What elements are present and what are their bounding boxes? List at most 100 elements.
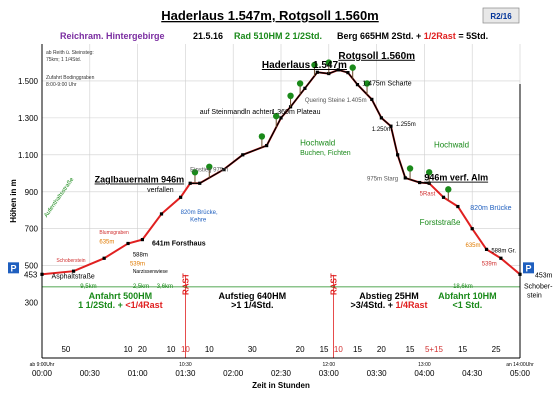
tree-crown	[425, 169, 433, 176]
note-line-3: Zufahrt Bodinggraben	[46, 75, 95, 81]
profile-point	[159, 212, 164, 216]
annotation-label: Forststraße	[420, 218, 461, 227]
y-tick-label: 500	[25, 262, 39, 271]
badge: R2/16	[490, 12, 512, 21]
tree-icon	[406, 165, 414, 180]
rast-label: RAST	[330, 273, 339, 295]
tree-icon	[325, 59, 332, 74]
tree-icon	[296, 80, 304, 95]
annotation-label: Zaglbauernalm 946m	[95, 175, 185, 185]
annotation-label: Einstieg 975m	[190, 167, 228, 173]
segment-minutes: 15	[320, 345, 329, 354]
annotation-label: 1.475m Scharte	[362, 81, 412, 88]
summary-rast-part: <1/4Rast	[125, 300, 162, 310]
profile-layer	[40, 59, 522, 359]
segment-minutes: 25	[492, 345, 501, 354]
summary-time: >1 1/4Std.	[231, 300, 273, 310]
summary-time: <1 Std.	[453, 300, 483, 310]
time-stamp: 13:00	[418, 362, 431, 368]
profile-area	[42, 69, 520, 359]
tree-crown	[406, 165, 414, 172]
annotation-label: 1.360m Plateau	[271, 109, 320, 116]
annotation-label: Hochwald	[300, 139, 335, 148]
total-label: = 5Std.	[456, 31, 488, 41]
profile-point	[71, 269, 76, 273]
annotation-label: 539m	[130, 262, 145, 268]
annotation-label: 635m	[99, 239, 114, 245]
svg-text:Berg 665HM 2Std. + 1/2Rast =: Berg 665HM 2Std. + 1/2Rast = 5Std.	[337, 31, 488, 41]
tree-crown	[349, 64, 356, 71]
right-place: Schober-	[524, 283, 553, 290]
x-tick-label: 02:30	[271, 369, 292, 378]
annotation-label: Blumsgraben	[99, 230, 129, 236]
parking-letter-right: P	[525, 263, 531, 273]
summary-time-part: >3/4Std. +	[350, 300, 395, 310]
profile-point	[418, 180, 422, 185]
x-tick-label: 05:00	[510, 369, 531, 378]
annotation-label: verfallen	[147, 187, 174, 194]
annotation-label: Rotgsoll 1.560m	[338, 51, 415, 62]
profile-point	[396, 153, 400, 157]
profile-point	[355, 83, 360, 87]
x-tick-label: 02:00	[223, 369, 244, 378]
note-line-1: ab Reith ü. Steinsteg:	[46, 50, 94, 56]
profile-point	[265, 143, 269, 148]
tree-icon	[258, 133, 266, 148]
summary-title: Aufstieg 640HM	[219, 291, 287, 301]
annotation-label: Hochwald	[434, 140, 469, 149]
profile-point	[484, 247, 489, 251]
rast-label: 1/2Rast	[424, 31, 456, 41]
x-tick-label: 00:00	[32, 369, 53, 378]
annotation-label: 539m	[482, 262, 497, 268]
segment-minutes: 10	[205, 345, 214, 354]
profile-point	[222, 168, 226, 172]
profile-point	[102, 256, 106, 260]
parking-icon-right	[523, 262, 534, 274]
summary-title: Abstieg 25HM	[359, 291, 419, 301]
x-tick-label: 01:00	[128, 369, 149, 378]
time-stamp: ab 9:00Uhr	[30, 362, 55, 368]
annotation-label: Schoberstein	[56, 258, 85, 264]
segment-minutes: 10	[181, 345, 190, 354]
parking-letter: P	[10, 263, 16, 273]
summary-time-part: 1 1/2Std. +	[78, 300, 125, 310]
tree-icon	[206, 163, 213, 178]
tree-crown	[273, 112, 280, 120]
profile-point	[370, 97, 374, 102]
profile-point	[403, 176, 407, 180]
page-title: Haderlaus 1.547m, Rotgsoll 1.560m	[161, 8, 378, 23]
annotation-label: 5Rast	[420, 191, 436, 197]
profile-point	[140, 238, 144, 242]
y-axis-title: Höhen in m	[9, 179, 18, 223]
time-stamp: an 14:00Uhr	[506, 362, 534, 368]
profile-point	[179, 195, 183, 199]
y-tick-label: 300	[25, 299, 39, 308]
annotation-label: 975m Starg	[367, 177, 398, 183]
segment-minutes: 15	[406, 345, 415, 354]
profile-point	[279, 116, 283, 120]
tree-crown	[258, 133, 266, 140]
right-place-2: stein	[527, 292, 542, 299]
profile-point	[379, 116, 383, 120]
summary-time-part: >1 1/4Std.	[231, 300, 273, 310]
x-tick-label: 03:30	[367, 369, 388, 378]
tree-icon	[349, 64, 356, 79]
segment-minutes: 15	[353, 345, 362, 354]
segment-minutes: 20	[296, 345, 305, 354]
tree-icon	[287, 92, 294, 107]
segment-minutes: 15	[458, 345, 467, 354]
annotation-label: Aufenthaltsstraße	[44, 176, 76, 219]
annotation-label: Kehre	[190, 217, 207, 223]
berg-label: Berg 665HM 2Std. +	[337, 31, 424, 41]
annotation-label: 1.250m	[372, 127, 392, 133]
tree-crown	[191, 169, 199, 176]
segment-minutes: 10	[124, 345, 133, 354]
x-tick-label: 03:00	[319, 369, 340, 378]
summary-time: 1 1/2Std. + <1/4Rast	[78, 300, 163, 310]
annotation-label: Buchen, Fichten	[300, 150, 351, 157]
tree-icon	[311, 61, 318, 76]
parking-icon	[8, 262, 19, 274]
y-tick-label: 1.300	[18, 114, 39, 123]
